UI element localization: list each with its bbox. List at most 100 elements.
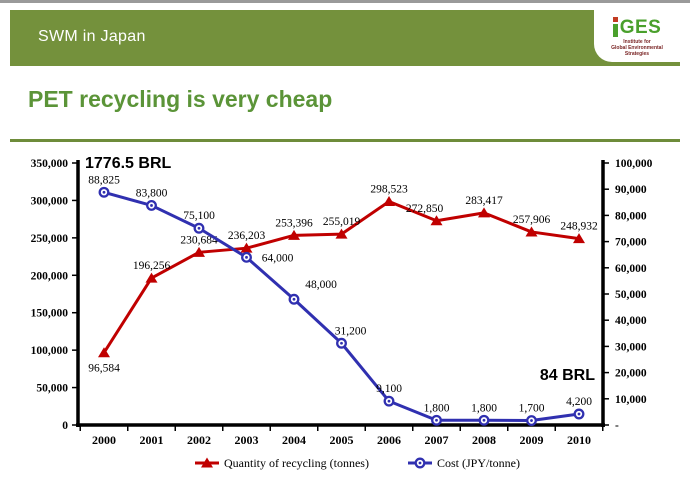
series-quantity: 96,584 196,256 230,684 236,203 253,396 255,01… <box>88 184 598 375</box>
data-point-label: 283,417 <box>465 195 503 207</box>
logo-i-stem <box>612 24 618 37</box>
left-axis-tick-label: 150,000 <box>31 308 69 320</box>
right-axis-tick-label: 40,000 <box>615 315 647 327</box>
data-point-circle-dot <box>102 190 106 194</box>
data-point-triangle <box>478 207 490 218</box>
data-point-label: 31,200 <box>335 325 367 337</box>
x-axis-year-label: 2000 <box>92 433 116 447</box>
data-point-circle-dot <box>292 297 296 301</box>
x-axis-year-label: 2008 <box>472 433 496 447</box>
x-axis-year-label: 2004 <box>282 433 306 447</box>
annotation-84-brl: 84 BRL <box>540 367 595 384</box>
data-point-label: 298,523 <box>370 184 408 196</box>
right-axis: - 10,000 20,000 30,000 40,000 50,000 60,000 70,… <box>603 158 653 432</box>
x-axis-year-label: 2001 <box>140 433 164 447</box>
left-axis-tick-label: 300,000 <box>31 195 69 207</box>
data-point-label: 1,800 <box>424 402 450 414</box>
data-point-label: 9,100 <box>376 383 402 395</box>
x-axis-year-label: 2006 <box>377 433 401 447</box>
data-point-circle-dot <box>387 399 391 403</box>
data-point-circle-dot <box>197 226 201 230</box>
data-point-label: 4,200 <box>566 396 592 408</box>
title-divider-line <box>10 139 680 142</box>
chart-legend: Quantity of recycling (tonnes) Cost (JPY/… <box>195 456 520 470</box>
right-axis-tick-label: 70,000 <box>615 237 647 249</box>
data-point-label: 236,203 <box>228 230 266 242</box>
annotation-1776-5-brl: 1776.5 BRL <box>85 155 171 172</box>
data-point-triangle <box>430 215 443 226</box>
data-point-triangle <box>383 196 395 207</box>
logo-subtext: Institute for Global Environmental Strat… <box>611 39 663 57</box>
logo-ges-text: GES <box>619 17 662 38</box>
data-point-circle-dot <box>435 418 438 422</box>
data-point-label: 1,800 <box>471 402 497 414</box>
data-point-label: 75,100 <box>183 210 215 222</box>
data-point-triangle <box>193 246 205 257</box>
series-cost: 88,825 83,800 75,100 64,000 48,000 31,200 9,10… <box>88 174 592 426</box>
legend-quantity-marker <box>201 457 213 468</box>
data-point-triangle <box>240 242 253 253</box>
pet-recycling-chart: 0 50,000 100,000 150,000 200,000 250,000 300,0… <box>31 155 653 470</box>
data-point-triangle <box>573 233 585 244</box>
left-axis-tick-label: 350,000 <box>31 158 69 170</box>
right-axis-tick-label: 60,000 <box>615 263 647 275</box>
left-axis: 0 50,000 100,000 150,000 200,000 250,000 300,0… <box>31 158 78 432</box>
chart-area: 0 50,000 100,000 150,000 200,000 250,000 300,0… <box>10 148 680 478</box>
data-point-label: 272,850 <box>406 203 444 215</box>
data-point-label: 257,906 <box>513 214 551 226</box>
logo-i-dot <box>612 17 618 22</box>
data-point-label: 83,800 <box>136 187 168 199</box>
data-point-circle-dot <box>482 418 486 422</box>
left-axis-tick-label: 200,000 <box>31 270 69 282</box>
data-point-triangle <box>288 229 300 240</box>
data-point-triangle <box>98 347 110 358</box>
iges-logo-wordmark: GES <box>612 17 662 38</box>
data-point-circle-dot <box>245 255 248 259</box>
x-axis-year-label: 2010 <box>567 433 591 447</box>
left-axis-tick-label: 250,000 <box>31 233 69 245</box>
slide-header-bar: SWM in Japan GES Institute for Global En… <box>10 10 680 66</box>
data-point-label: 196,256 <box>133 260 171 272</box>
data-point-circle-dot <box>340 341 343 345</box>
right-axis-tick-label: 10,000 <box>615 394 647 406</box>
data-point-label: 230,684 <box>180 234 218 246</box>
right-axis-tick-label: - <box>615 420 619 432</box>
legend-quantity-label: Quantity of recycling (tonnes) <box>224 456 369 470</box>
right-axis-tick-label: 90,000 <box>615 184 647 196</box>
data-point-label: 253,396 <box>275 217 313 229</box>
right-axis-tick-label: 20,000 <box>615 368 647 380</box>
x-axis-year-label: 2007 <box>425 433 449 447</box>
legend-cost-label: Cost (JPY/tonne) <box>437 456 520 470</box>
data-point-label: 48,000 <box>305 279 337 291</box>
x-axis-year-label: 2009 <box>520 433 544 447</box>
data-point-triangle <box>335 228 348 239</box>
data-point-triangle <box>525 226 538 237</box>
right-axis-tick-label: 30,000 <box>615 341 647 353</box>
logo-i-glyph <box>612 17 618 37</box>
right-axis-tick-label: 100,000 <box>615 158 653 170</box>
data-point-label: 88,825 <box>88 174 120 186</box>
data-point-label: 255,019 <box>323 216 361 228</box>
logo-subtext-line1: Institute for <box>623 39 651 45</box>
x-axis: 2000 2001 2002 2003 2004 2005 2006 2007 2008 2009… <box>79 425 604 447</box>
left-axis-tick-label: 100,000 <box>31 345 69 357</box>
left-axis-tick-label: 50,000 <box>36 383 68 395</box>
data-point-triangle <box>145 272 158 283</box>
data-point-label: 1,700 <box>519 403 545 415</box>
header-title: SWM in Japan <box>38 28 146 45</box>
right-axis-tick-label: 80,000 <box>615 210 647 222</box>
data-point-circle-dot <box>577 412 581 416</box>
x-axis-year-label: 2002 <box>187 433 211 447</box>
x-axis-year-label: 2005 <box>330 433 354 447</box>
slide-title: PET recycling is very cheap <box>28 86 333 112</box>
data-point-circle-dot <box>530 419 533 422</box>
data-point-label: 64,000 <box>262 252 294 264</box>
data-point-label: 96,584 <box>88 363 120 375</box>
data-point-circle-dot <box>150 204 153 207</box>
logo-subtext-line3: Strategies <box>624 51 650 57</box>
screenshot-top-edge <box>0 0 690 3</box>
right-axis-tick-label: 50,000 <box>615 289 647 301</box>
logo-subtext-line2: Global Environmental <box>611 45 663 51</box>
iges-logo: GES Institute for Global Environmental S… <box>594 10 680 62</box>
data-point-label: 248,932 <box>560 221 598 233</box>
